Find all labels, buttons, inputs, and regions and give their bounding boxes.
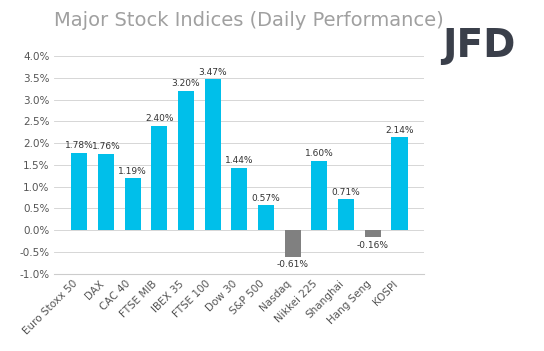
Text: 1.76%: 1.76% — [91, 142, 120, 151]
Text: 2.40%: 2.40% — [145, 114, 174, 123]
Bar — [338, 199, 354, 230]
Bar — [231, 167, 248, 230]
Text: -0.61%: -0.61% — [277, 260, 309, 269]
Text: 1.19%: 1.19% — [118, 167, 147, 176]
Text: 1.44%: 1.44% — [225, 156, 254, 165]
Text: 0.57%: 0.57% — [252, 194, 280, 203]
Text: JFD: JFD — [442, 27, 515, 65]
Text: 0.71%: 0.71% — [332, 188, 361, 197]
Bar — [71, 153, 87, 230]
Bar — [178, 91, 194, 230]
Bar — [258, 205, 274, 230]
Text: Major Stock Indices (Daily Performance): Major Stock Indices (Daily Performance) — [54, 11, 444, 29]
Bar — [392, 137, 407, 230]
Bar — [365, 230, 381, 237]
Bar — [151, 126, 168, 230]
Text: 2.14%: 2.14% — [385, 126, 414, 134]
Text: 3.47%: 3.47% — [199, 68, 227, 77]
Text: -0.16%: -0.16% — [357, 241, 389, 250]
Text: 1.60%: 1.60% — [305, 149, 334, 158]
Bar — [311, 161, 327, 230]
Bar — [285, 230, 301, 257]
Bar — [125, 178, 140, 230]
Text: 3.20%: 3.20% — [172, 79, 200, 88]
Text: 1.78%: 1.78% — [65, 141, 94, 150]
Bar — [205, 79, 221, 230]
Bar — [98, 154, 114, 230]
